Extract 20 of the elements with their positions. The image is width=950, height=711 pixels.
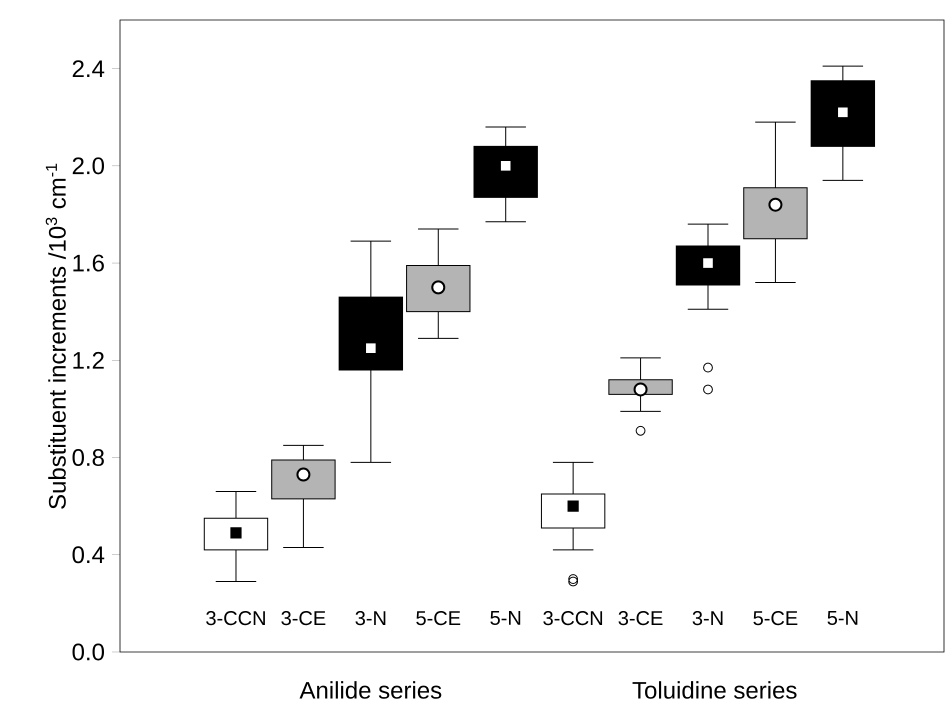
y-tick-label: 0.4 bbox=[72, 546, 104, 564]
x-tick-label: 3-CCN bbox=[543, 611, 602, 626]
text: Anilide series bbox=[300, 681, 442, 699]
y-tick-label: 2.0 bbox=[72, 157, 104, 174]
y-tick-label: 2.4 bbox=[72, 60, 104, 77]
y-tick-label: 0.8 bbox=[72, 449, 104, 466]
y-tick-label: 1.6 bbox=[73, 254, 104, 272]
y-tick-label: 1.2 bbox=[73, 352, 104, 369]
text: Toluidine series bbox=[632, 681, 797, 699]
x-tick-label: 5-N bbox=[490, 611, 520, 625]
x-tick-label: 5-CE bbox=[416, 611, 460, 626]
y-tick-label: 0.0 bbox=[72, 643, 104, 660]
x-tick-label: 5-CE bbox=[753, 611, 798, 626]
x-tick-label: 3-N bbox=[692, 611, 722, 626]
x-tick-label: 3-N bbox=[355, 611, 386, 626]
x-tick-label: 3-CCN bbox=[206, 611, 265, 626]
x-tick-label: 3-CE bbox=[618, 611, 662, 626]
x-tick-label: 5-N bbox=[828, 611, 858, 625]
x-tick-label: 3-CE bbox=[281, 611, 326, 626]
y-axis-title: Substituent increments /10$^{3}$ cm$^{-1}$ bbox=[46, 164, 66, 509]
